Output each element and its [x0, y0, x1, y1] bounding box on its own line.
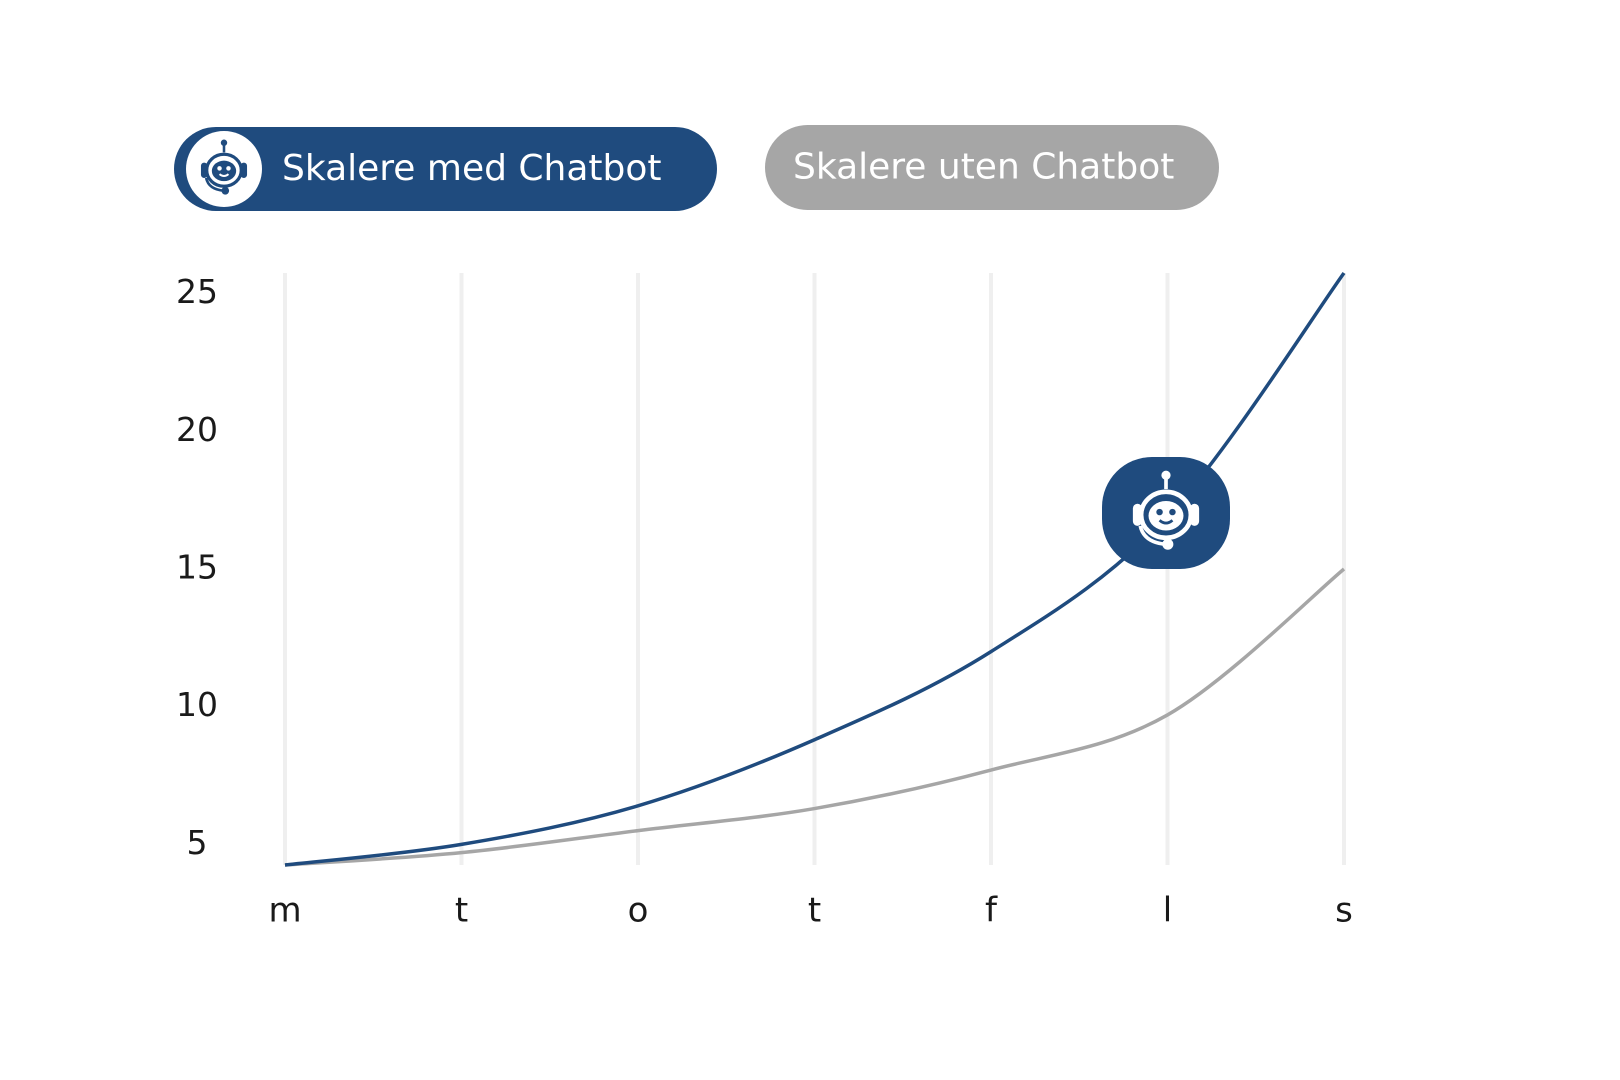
y-tick-label: 15 [176, 548, 218, 587]
series-line [284, 567, 1346, 867]
legend: Skalere med Chatbot Skalere uten Chatbot [174, 125, 1219, 211]
legend-label[interactable]: Skalere uten Chatbot [793, 147, 1174, 188]
legend-label[interactable]: Skalere med Chatbot [282, 148, 662, 189]
y-tick-label: 5 [187, 823, 208, 862]
chatbot-badge [1102, 457, 1230, 569]
x-tick-label: o [628, 891, 649, 931]
plot-area: 5 10 15 20 25 m t o t f l s [176, 271, 1353, 931]
x-tick-label: s [1335, 891, 1353, 931]
y-tick-label: 25 [176, 272, 218, 311]
y-tick-label: 10 [176, 685, 218, 724]
x-tick-label: f [985, 891, 998, 931]
y-tick-label: 20 [176, 410, 218, 449]
legend-item[interactable]: Skalere uten Chatbot [765, 125, 1219, 210]
legend-pill[interactable] [174, 127, 717, 211]
x-tick-label: l [1163, 891, 1172, 931]
x-tick-label: t [455, 891, 468, 931]
legend-pill[interactable] [765, 125, 1219, 210]
x-tick-label: t [808, 891, 821, 931]
x-tick-label: m [268, 891, 301, 931]
legend-item[interactable]: Skalere med Chatbot [174, 127, 717, 211]
